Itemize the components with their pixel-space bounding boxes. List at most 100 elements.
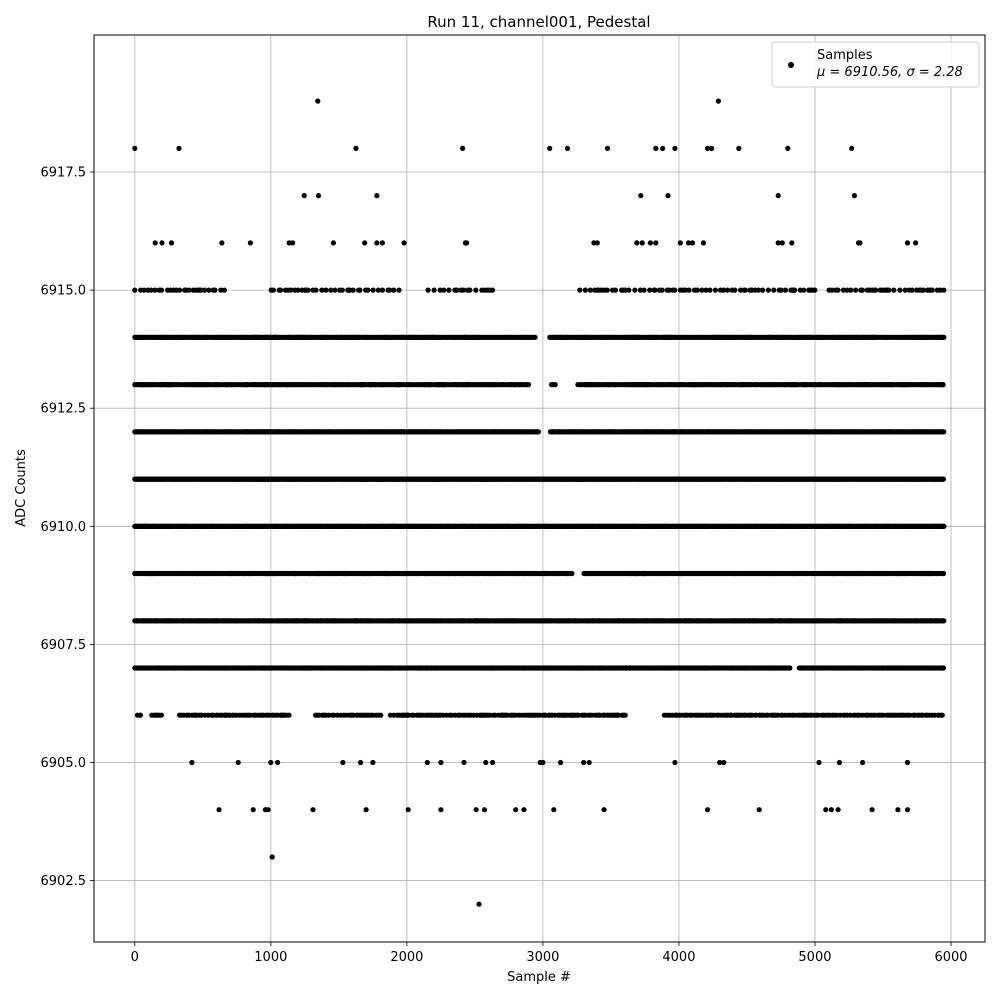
sample-point bbox=[660, 145, 666, 151]
sample-point bbox=[532, 334, 538, 340]
sample-point bbox=[454, 287, 460, 293]
sample-point bbox=[700, 240, 707, 246]
sample-point bbox=[464, 240, 470, 246]
sample-point bbox=[626, 287, 632, 293]
sample-point bbox=[387, 287, 393, 293]
sample-point bbox=[176, 145, 182, 151]
chart-title: Run 11, channel001, Pedestal bbox=[427, 13, 650, 31]
sample-point bbox=[686, 287, 692, 293]
sample-point bbox=[577, 287, 583, 293]
sample-point bbox=[853, 287, 859, 293]
sample-point bbox=[270, 287, 276, 293]
sample-point bbox=[212, 287, 218, 293]
sample-point bbox=[760, 287, 766, 293]
sample-point bbox=[132, 145, 138, 151]
sample-point bbox=[736, 145, 742, 151]
sample-point bbox=[612, 287, 619, 293]
sample-point bbox=[840, 287, 847, 293]
sample-point bbox=[873, 287, 879, 293]
sample-point bbox=[152, 287, 158, 293]
sample-point bbox=[374, 193, 380, 199]
sample-point bbox=[489, 287, 496, 293]
sample-point bbox=[897, 287, 903, 293]
sample-point bbox=[647, 240, 654, 246]
data-points bbox=[132, 98, 947, 907]
sample-point bbox=[752, 287, 758, 293]
sample-point bbox=[328, 287, 334, 293]
sample-point bbox=[703, 287, 709, 293]
sample-point bbox=[672, 145, 678, 151]
sample-point bbox=[301, 193, 307, 199]
sample-point bbox=[473, 287, 479, 293]
sample-point bbox=[937, 287, 943, 293]
sample-point bbox=[709, 145, 715, 151]
sample-point bbox=[396, 287, 402, 293]
sample-point bbox=[186, 287, 192, 293]
sample-point bbox=[365, 287, 371, 293]
sample-point bbox=[909, 287, 915, 293]
sample-point bbox=[789, 240, 795, 246]
sample-point bbox=[851, 193, 858, 199]
sample-point bbox=[902, 287, 908, 293]
sample-point bbox=[929, 287, 935, 293]
sample-point bbox=[704, 145, 711, 151]
sample-point bbox=[332, 287, 338, 293]
sample-point bbox=[638, 193, 644, 199]
sample-point bbox=[653, 145, 659, 151]
sample-point bbox=[848, 287, 854, 293]
sample-point bbox=[812, 287, 818, 293]
sample-point bbox=[221, 287, 227, 293]
sample-point bbox=[652, 287, 658, 293]
sample-point bbox=[859, 287, 866, 293]
sample-point bbox=[247, 240, 253, 246]
sample-point bbox=[431, 287, 437, 293]
sample-point bbox=[685, 240, 692, 246]
sample-point bbox=[637, 287, 644, 293]
sample-point bbox=[206, 287, 212, 293]
sample-point bbox=[219, 240, 225, 246]
sample-point bbox=[941, 287, 947, 293]
sample-point bbox=[659, 287, 665, 293]
sample-point bbox=[829, 287, 835, 293]
sample-point bbox=[886, 287, 892, 293]
sample-point bbox=[290, 240, 296, 246]
sample-point bbox=[379, 240, 385, 246]
sample-point bbox=[587, 287, 593, 293]
sample-point bbox=[330, 240, 336, 246]
sample-point bbox=[370, 287, 376, 293]
sample-point bbox=[278, 287, 284, 293]
sample-point bbox=[288, 287, 294, 293]
sample-point bbox=[552, 382, 558, 388]
sample-point bbox=[350, 287, 356, 293]
sample-point bbox=[535, 429, 542, 435]
sample-point bbox=[699, 287, 705, 293]
sample-point bbox=[694, 287, 700, 293]
sample-point bbox=[158, 287, 165, 293]
sample-point bbox=[682, 287, 689, 293]
sample-point bbox=[775, 240, 781, 246]
sample-point bbox=[437, 287, 443, 293]
sample-point bbox=[564, 145, 571, 151]
sample-point bbox=[604, 145, 611, 151]
sample-point bbox=[689, 240, 696, 246]
sample-point bbox=[446, 287, 452, 293]
sample-point bbox=[177, 287, 183, 293]
sample-point bbox=[525, 382, 532, 388]
sample-point bbox=[849, 145, 855, 151]
sample-point bbox=[632, 287, 638, 293]
sample-point bbox=[940, 382, 946, 388]
sample-point bbox=[425, 287, 431, 293]
sample-point bbox=[904, 240, 911, 246]
sample-point bbox=[778, 287, 784, 293]
sample-point bbox=[835, 287, 841, 293]
sample-point bbox=[677, 240, 683, 246]
sample-point bbox=[707, 287, 713, 293]
sample-point bbox=[295, 287, 301, 293]
sample-point bbox=[641, 287, 647, 293]
sample-point bbox=[441, 287, 447, 293]
sample-point bbox=[941, 334, 947, 340]
sample-point bbox=[634, 240, 640, 246]
sample-point bbox=[792, 287, 798, 293]
